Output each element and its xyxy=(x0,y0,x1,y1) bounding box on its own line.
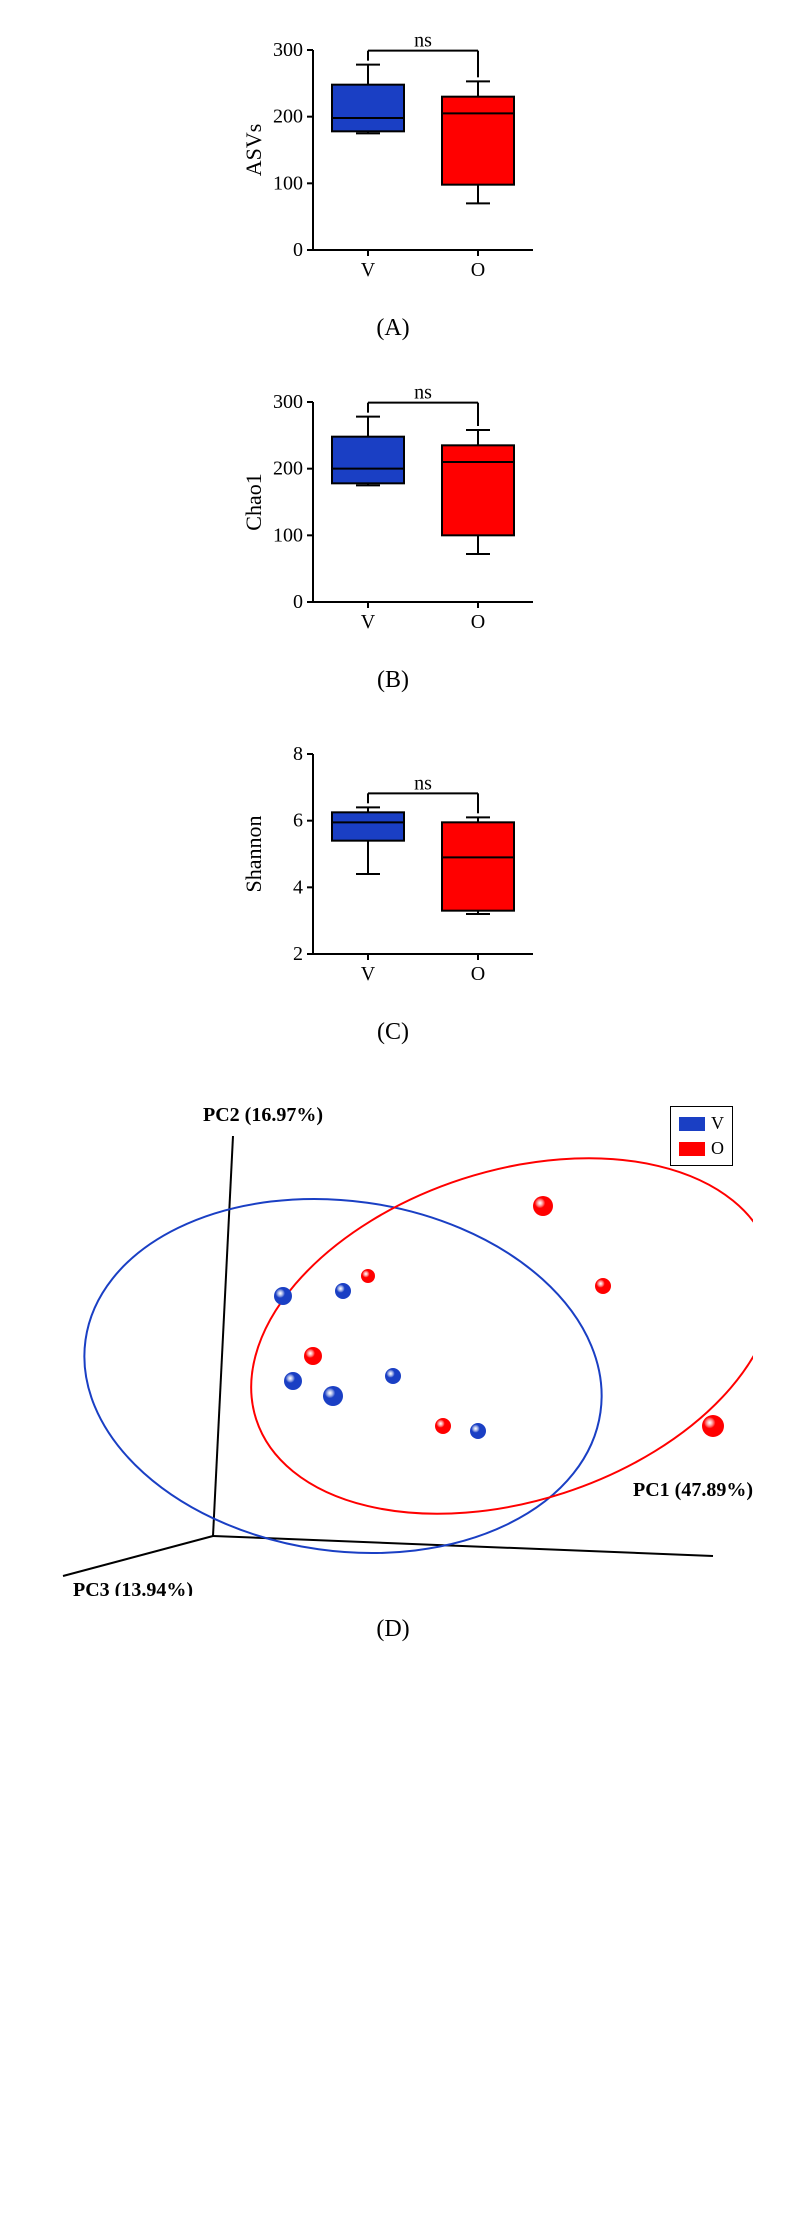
svg-text:300: 300 xyxy=(273,391,303,413)
pca-3d-plot: PC1 (47.89%) PC2 (16.97%) PC3 (13.94%) VO xyxy=(33,1076,753,1596)
svg-text:100: 100 xyxy=(273,524,303,546)
legend-label: O xyxy=(711,1136,724,1161)
svg-text:2: 2 xyxy=(293,943,303,965)
svg-text:V: V xyxy=(361,259,376,281)
svg-text:PC3 (13.94%): PC3 (13.94%) xyxy=(73,1579,193,1596)
panel-label-b: (B) xyxy=(377,667,409,694)
svg-text:300: 300 xyxy=(273,39,303,61)
pca-legend: VO xyxy=(670,1106,733,1166)
svg-text:O: O xyxy=(471,963,485,985)
svg-text:100: 100 xyxy=(273,172,303,194)
svg-text:PC1 (47.89%): PC1 (47.89%) xyxy=(633,1479,753,1501)
svg-text:O: O xyxy=(471,259,485,281)
svg-text:Shannon: Shannon xyxy=(243,816,266,893)
boxplot-chao1: 0 100 200 300 Chao1 V Ons xyxy=(243,372,543,647)
legend-item: O xyxy=(679,1136,724,1161)
svg-text:200: 200 xyxy=(273,458,303,480)
legend-swatch xyxy=(679,1117,705,1131)
svg-text:0: 0 xyxy=(293,239,303,261)
svg-text:8: 8 xyxy=(293,743,303,765)
panel-c: 2 4 6 8 Shannon V Ons (C) xyxy=(20,724,766,1046)
svg-text:0: 0 xyxy=(293,591,303,613)
svg-text:200: 200 xyxy=(273,106,303,128)
legend-label: V xyxy=(711,1111,724,1136)
svg-text:6: 6 xyxy=(293,810,303,832)
svg-text:Chao1: Chao1 xyxy=(243,473,266,530)
boxplot-asvs: 0 100 200 300 ASVs V Ons xyxy=(243,20,543,295)
panel-label-c: (C) xyxy=(377,1019,409,1046)
legend-swatch xyxy=(679,1142,705,1156)
svg-text:4: 4 xyxy=(293,876,303,898)
svg-text:ASVs: ASVs xyxy=(243,124,266,177)
panel-label-d: (D) xyxy=(376,1616,409,1643)
panel-d: PC1 (47.89%) PC2 (16.97%) PC3 (13.94%) VO (… xyxy=(20,1076,766,1643)
svg-text:O: O xyxy=(471,611,485,633)
svg-text:ns: ns xyxy=(414,382,432,404)
svg-text:V: V xyxy=(361,611,376,633)
svg-text:ns: ns xyxy=(414,772,432,794)
panel-b: 0 100 200 300 Chao1 V Ons (B) xyxy=(20,372,766,694)
svg-text:ns: ns xyxy=(414,30,432,52)
panel-a: 0 100 200 300 ASVs V Ons (A) xyxy=(20,20,766,342)
legend-item: V xyxy=(679,1111,724,1136)
panel-label-a: (A) xyxy=(376,315,409,342)
boxplot-shannon: 2 4 6 8 Shannon V Ons xyxy=(243,724,543,999)
svg-text:PC2 (16.97%): PC2 (16.97%) xyxy=(203,1104,323,1126)
svg-text:V: V xyxy=(361,963,376,985)
